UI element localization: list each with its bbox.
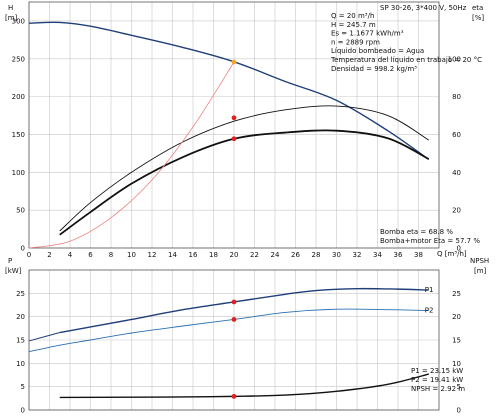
- x-tick-label: 8: [109, 251, 113, 259]
- left-tick-label: 25: [16, 290, 25, 298]
- top-panel: SP 30-26, 3*400 V, 50Hz H [m] eta [%] Q …: [5, 1, 484, 259]
- right-tick-label: 20: [452, 207, 461, 215]
- right-tick-label: 10: [452, 360, 461, 368]
- bottom-left-axis-label: P: [8, 257, 12, 265]
- x-tick-label: 22: [250, 251, 259, 259]
- series-line-p1: [59, 287, 429, 334]
- right-tick-label: 100: [448, 55, 461, 63]
- top-grid: [28, 2, 439, 249]
- x-tick-label: 16: [189, 251, 198, 259]
- x-tick-label: 26: [291, 251, 300, 259]
- top-left-axis-label: H: [8, 4, 13, 12]
- left-tick-label: 10: [16, 360, 25, 368]
- left-tick-label: 200: [12, 93, 25, 101]
- operating-point: [231, 393, 237, 399]
- operating-point: [231, 317, 237, 322]
- x-tick-label: 34: [373, 251, 382, 259]
- bottom-ticks: 0 5 10 15 20 25 0 5 10 15 20 25: [16, 290, 461, 415]
- top-eta-block: Bomba eta = 68.8 %Bomba+motor Eta = 57.7…: [380, 228, 480, 245]
- series-line-h: [28, 21, 430, 161]
- right-tick-label: 80: [452, 93, 461, 101]
- series-line-p2: [28, 308, 429, 353]
- operating-point: [231, 59, 237, 65]
- series-line-eta-pump: [59, 105, 429, 232]
- top-ticks: 0 2 4 6 8 10 12 14 16 18 20 22 24 26 28 30 32 34 36 3805010…: [12, 17, 461, 259]
- right-tick-label: 0: [457, 407, 461, 415]
- series-line-npsh: [59, 373, 429, 399]
- right-tick-label: 0: [457, 245, 461, 253]
- eta-line: Bomba+motor Eta = 57.7 %: [380, 237, 480, 245]
- top-left-axis-unit: [m]: [5, 14, 18, 22]
- info-line: P1 = 23.15 kW: [411, 367, 463, 375]
- top-right-axis-label: eta: [472, 4, 483, 12]
- bottom-plot-frame: [28, 269, 440, 411]
- right-tick-label: 5: [457, 383, 461, 391]
- right-tick-label: 15: [452, 337, 461, 345]
- x-tick-label: 28: [312, 251, 321, 259]
- info-line: Líquido bombeado = Agua: [331, 47, 424, 55]
- left-tick-label: 0: [21, 245, 25, 253]
- x-axis-label: Q [m³/h]: [437, 250, 467, 258]
- info-line: Temperatura del líquido en trabajo = 20 …: [330, 56, 482, 64]
- x-tick-label: 2: [47, 251, 51, 259]
- x-tick-label: 38: [414, 251, 423, 259]
- info-line: P2 = 19.41 kW: [411, 376, 463, 384]
- top-right-axis-unit: [%]: [472, 14, 484, 22]
- bottom-operating-points: [231, 299, 237, 399]
- left-tick-label: 5: [21, 383, 25, 391]
- info-line: n = 2889 rpm: [331, 38, 380, 46]
- info-line: NPSH = 2.92 m: [411, 385, 465, 393]
- x-tick-label: 30: [332, 251, 341, 259]
- x-tick-label: 4: [68, 251, 73, 259]
- left-tick-label: 300: [12, 17, 25, 25]
- operating-point: [231, 136, 237, 142]
- info-line: Densidad = 998.2 kg/m³: [331, 65, 417, 73]
- x-tick-label: 10: [127, 251, 136, 259]
- left-tick-label: 50: [16, 207, 25, 215]
- x-tick-label: 32: [353, 251, 362, 259]
- top-operating-points: [231, 59, 237, 142]
- info-line: Q = 20 m³/h: [331, 12, 374, 20]
- bottom-right-axis-unit: [m]: [474, 267, 487, 275]
- series-line-eta-total: [59, 129, 430, 236]
- left-tick-label: 150: [12, 131, 25, 139]
- bottom-series: [28, 287, 429, 399]
- x-tick-label: 0: [27, 251, 31, 259]
- operating-point: [231, 115, 237, 121]
- operating-point: [231, 299, 237, 305]
- bottom-right-axis-label: NPSH: [470, 257, 489, 265]
- x-tick-label: 12: [148, 251, 157, 259]
- bottom-left-axis-unit: [kW]: [5, 267, 22, 275]
- right-tick-label: 20: [452, 313, 461, 321]
- left-tick-label: 100: [12, 169, 25, 177]
- series-line-p-left-stub: [28, 332, 60, 342]
- top-info-block: Q = 20 m³/hH = 245.7 mEs = 1.1677 kWh/m³…: [330, 12, 482, 73]
- left-tick-label: 20: [16, 313, 25, 321]
- top-plot-frame: [28, 1, 440, 249]
- bottom-series-legend: P1 P2: [425, 286, 434, 315]
- x-tick-label: 36: [394, 251, 403, 259]
- right-tick-label: 40: [452, 169, 461, 177]
- chart-title: SP 30-26, 3*400 V, 50Hz: [380, 4, 467, 12]
- left-tick-label: 0: [21, 407, 25, 415]
- x-tick-label: 18: [209, 251, 218, 259]
- eta-line: Bomba eta = 68.8 %: [380, 228, 453, 236]
- info-line: Es = 1.1677 kWh/m³: [331, 30, 404, 38]
- series-line-system: [28, 61, 235, 249]
- x-tick-label: 24: [271, 251, 280, 259]
- series-label-p2: P2: [425, 307, 434, 315]
- right-tick-label: 25: [452, 290, 461, 298]
- series-label-p1: P1: [425, 286, 434, 294]
- right-tick-label: 60: [452, 131, 461, 139]
- x-tick-label: 20: [230, 251, 239, 259]
- left-tick-label: 250: [12, 55, 25, 63]
- x-tick-label: 14: [168, 251, 177, 259]
- info-line: H = 245.7 m: [331, 21, 376, 29]
- left-tick-label: 15: [16, 337, 25, 345]
- x-tick-label: 6: [88, 251, 93, 259]
